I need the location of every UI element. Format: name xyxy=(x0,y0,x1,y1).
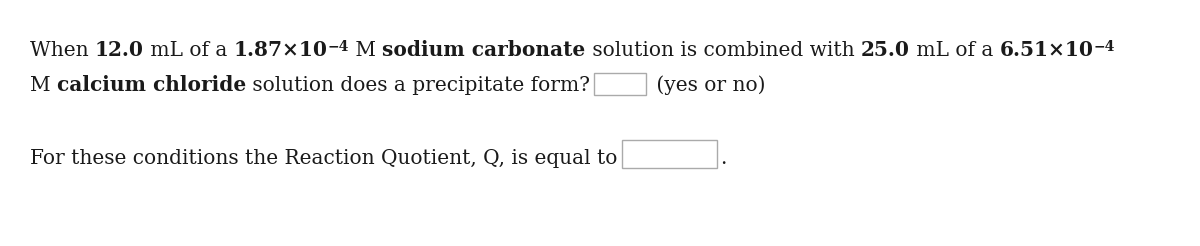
Text: 6.51×10: 6.51×10 xyxy=(1000,40,1093,60)
Text: calcium chloride: calcium chloride xyxy=(58,75,246,95)
Bar xyxy=(594,73,647,95)
Text: M: M xyxy=(30,76,58,95)
Text: 12.0: 12.0 xyxy=(95,40,144,60)
Text: When: When xyxy=(30,41,95,60)
Text: (yes or no): (yes or no) xyxy=(650,75,766,95)
Text: sodium carbonate: sodium carbonate xyxy=(383,40,586,60)
Text: .: . xyxy=(720,149,727,168)
Text: −4: −4 xyxy=(328,40,349,54)
Text: −4: −4 xyxy=(1093,40,1115,54)
Text: mL of a: mL of a xyxy=(910,41,1000,60)
Bar xyxy=(623,140,718,168)
Text: M: M xyxy=(349,41,383,60)
Text: solution does a precipitate form?: solution does a precipitate form? xyxy=(246,76,590,95)
Text: For these conditions the Reaction Quotient, Q, is equal to: For these conditions the Reaction Quotie… xyxy=(30,149,617,168)
Text: mL of a: mL of a xyxy=(144,41,234,60)
Text: solution is combined with: solution is combined with xyxy=(586,41,860,60)
Text: 25.0: 25.0 xyxy=(860,40,910,60)
Text: 1.87×10: 1.87×10 xyxy=(234,40,328,60)
